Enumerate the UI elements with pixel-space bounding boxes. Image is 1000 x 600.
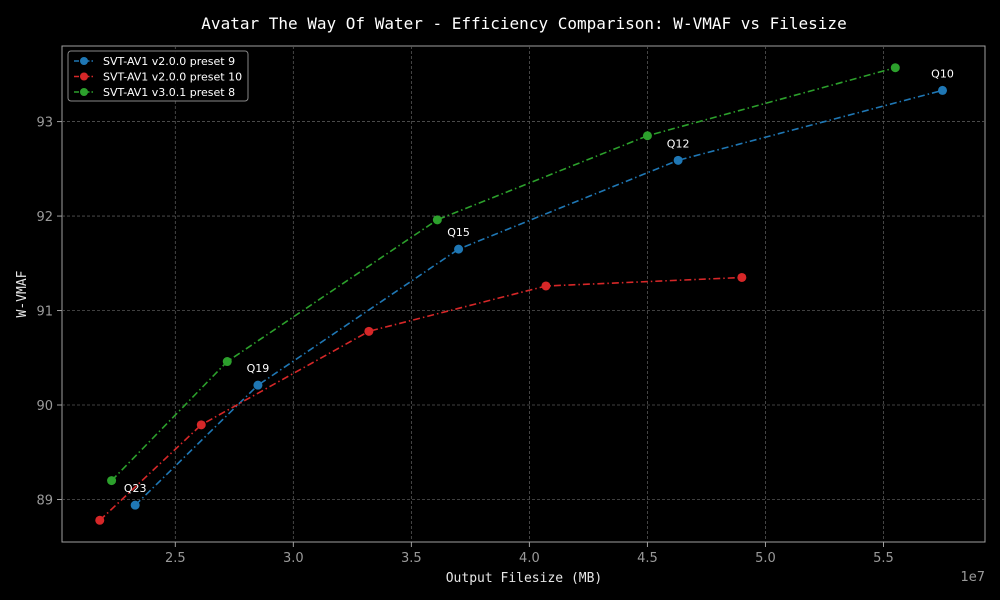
grid — [62, 46, 985, 542]
data-point — [432, 215, 442, 225]
annotation-label: Q10 — [931, 67, 954, 80]
x-tick-label: 5.0 — [755, 551, 776, 566]
data-point — [222, 357, 232, 367]
x-tick-label: 3.0 — [283, 551, 304, 566]
legend-label: SVT-AV1 v2.0.0 preset 10 — [103, 71, 242, 84]
series-line — [134, 89, 943, 506]
data-point — [541, 281, 551, 291]
y-axis-label: W-VMAF — [15, 270, 30, 317]
y-tick-label: 92 — [36, 210, 53, 225]
data-point — [673, 155, 683, 165]
legend: SVT-AV1 v2.0.0 preset 9 SVT-AV1 v2.0.0 pr… — [67, 50, 249, 102]
series-2 — [95, 272, 747, 525]
chart-title: Avatar The Way Of Water - Efficiency Com… — [201, 14, 846, 33]
legend-box — [67, 50, 249, 102]
x-tick-label: 4.5 — [637, 551, 658, 566]
data-point — [130, 500, 140, 510]
legend-label: SVT-AV1 v2.0.0 preset 9 — [103, 55, 235, 68]
x-tick-label: 3.5 — [401, 551, 422, 566]
data-point — [642, 131, 652, 141]
legend-item: SVT-AV1 v3.0.1 preset 8 — [74, 86, 235, 99]
data-point — [196, 420, 206, 430]
data-point — [938, 85, 948, 95]
data-point — [364, 326, 374, 336]
legend-marker — [80, 72, 88, 81]
legend-item: SVT-AV1 v2.0.0 preset 9 — [74, 55, 235, 68]
series-line — [99, 276, 742, 521]
y-tick-label: 89 — [36, 493, 53, 508]
y-tick-label: 90 — [36, 399, 53, 414]
plot-area — [61, 45, 986, 543]
series-1 — [130, 85, 948, 510]
legend-marker — [80, 57, 88, 65]
legend-label: SVT-AV1 v3.0.1 preset 8 — [103, 86, 235, 99]
x-tick-label: 2.5 — [165, 551, 186, 566]
ticks: 2.5 3.0 3.5 4.0 4.5 5.0 5.5 89 90 91 92 93 — [36, 116, 893, 566]
annotation-label: Q15 — [447, 226, 470, 239]
series-line — [111, 66, 896, 482]
x-offset-label: 1e7 — [960, 570, 985, 585]
annotations-layer: Q23 Q19 Q15 Q12 Q10 — [124, 67, 954, 495]
data-point — [253, 380, 263, 390]
annotation-label: Q19 — [247, 362, 270, 375]
data-point — [737, 272, 747, 282]
y-tick-label: 91 — [36, 305, 53, 320]
data-point — [107, 476, 117, 486]
x-tick-label: 4.0 — [519, 551, 540, 566]
x-axis-label: Output Filesize (MB) — [446, 571, 603, 586]
legend-marker — [80, 88, 88, 96]
series-layer — [95, 63, 948, 525]
data-point — [454, 244, 464, 254]
annotation-label: Q12 — [667, 137, 690, 150]
annotation-label: Q23 — [124, 482, 147, 495]
legend-item: SVT-AV1 v2.0.0 preset 10 — [74, 71, 242, 84]
data-point — [95, 515, 105, 525]
series-3 — [107, 63, 900, 486]
data-point — [890, 63, 900, 73]
y-tick-label: 93 — [36, 116, 53, 131]
x-tick-label: 5.5 — [873, 551, 894, 566]
